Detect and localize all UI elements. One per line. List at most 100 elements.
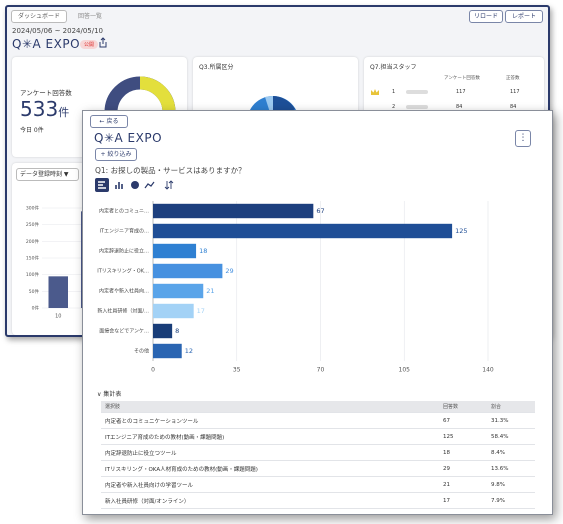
y-tick-label: 200件 xyxy=(26,238,40,245)
table-cell: 9.8% xyxy=(487,476,535,493)
reload-button[interactable]: リロード xyxy=(469,10,503,23)
table-cell: 新入社員研修（対面/オンライン） xyxy=(101,492,439,509)
filter-dropdown[interactable]: データ登録時刻 ▼ xyxy=(16,168,79,181)
date-range: 2024/05/06 ~ 2024/05/10 xyxy=(12,27,104,35)
value-label: 12 xyxy=(185,347,193,355)
table-row: ITリスキリング・OKA人材育成のための教材(動画・課題問題) 29 13.6% xyxy=(101,460,535,477)
table-row: 内定辞退防止に役立つツール 18 8.4% xyxy=(101,444,535,461)
column-header: 正答数 xyxy=(506,76,520,81)
today-count: 今日 0件 xyxy=(20,127,44,134)
question-text: Q1: お探しの製品・サービスはありますか？ xyxy=(95,166,246,175)
summary-table: 選択肢 回答数 割合 内定者とのコミュニケーションツール 67 31.3% ITエンジニア育… xyxy=(101,401,535,509)
header-cell: 回答数 xyxy=(439,401,487,413)
bar-chart: 0 35 70 105 140 内定者とのコミュニ… 67 ITエンジニア育成の… 125 内定辞… xyxy=(97,201,494,374)
table-cell: 58.4% xyxy=(487,428,535,445)
y-tick-label: 0件 xyxy=(32,305,40,312)
table-cell: 18 xyxy=(439,444,487,461)
sort-icon[interactable] xyxy=(164,180,174,190)
y-tick-label: 内定者や新入社員向… xyxy=(99,288,149,295)
question-window: ← 戻る Q✳A EXPO ⋮ + 絞り込み Q1: お探しの製品・サービスはあ… xyxy=(82,110,553,515)
blurred-name xyxy=(406,90,428,94)
table-cell: 125 xyxy=(439,428,487,445)
table-cell: 内定者や新入社員向けの学習ツール xyxy=(101,476,439,493)
bar xyxy=(153,243,197,259)
table-title: 集計表 xyxy=(103,391,122,398)
blurred-name xyxy=(406,105,428,109)
bar xyxy=(153,203,314,219)
value-label: 8 xyxy=(175,327,179,335)
table-cell: 7.9% xyxy=(487,492,535,509)
y-tick-label: 内定者とのコミュニ… xyxy=(99,208,149,215)
y-tick-label: 100件 xyxy=(26,271,40,278)
x-tick-label: 70 xyxy=(317,367,325,374)
y-tick-label: 内定辞退防止に役立… xyxy=(99,248,149,255)
table-cell: 内定辞退防止に役立つツール xyxy=(101,444,439,461)
x-tick-label: 140 xyxy=(482,367,494,374)
bar xyxy=(153,283,204,299)
table-row: 内定者や新入社員向けの学習ツール 21 9.8% xyxy=(101,476,535,493)
table-row: 内定者とのコミュニケーションツール 67 31.3% xyxy=(101,412,535,429)
back-button[interactable]: ← 戻る xyxy=(90,115,128,128)
rank: 2 xyxy=(392,104,396,110)
table-cell: 13.6% xyxy=(487,460,535,477)
bar xyxy=(153,263,223,279)
question-title: Q✳A EXPO xyxy=(94,131,163,145)
share-icon[interactable] xyxy=(98,37,108,48)
card-title: Q7.担当スタッフ xyxy=(370,64,417,71)
header-cell: 選択肢 xyxy=(101,401,439,413)
table-cell: 8.4% xyxy=(487,444,535,461)
bar xyxy=(153,343,182,359)
table-row: 新入社員研修（対面/オンライン） 17 7.9% xyxy=(101,492,535,509)
y-tick-label: 150件 xyxy=(26,255,40,262)
tab[interactable]: ダッシュボード xyxy=(11,10,67,23)
dropdown-label: データ登録時刻 xyxy=(20,171,63,178)
pie-icon[interactable] xyxy=(131,181,139,189)
card-label: アンケート回答数 xyxy=(20,89,72,97)
bar-v-icon[interactable] xyxy=(115,182,123,189)
table-toggle[interactable]: ∨ 集計表 xyxy=(97,391,122,398)
table-row: ITエンジニア育成のための教材(動画・課題問題) 125 58.4% xyxy=(101,428,535,445)
bar xyxy=(153,303,194,319)
line-icon[interactable] xyxy=(144,181,155,189)
rank: 1 xyxy=(392,89,396,95)
crown xyxy=(371,89,379,95)
response-count: 533件 xyxy=(20,97,69,121)
tab[interactable]: 回答一覧 xyxy=(77,13,102,20)
filter-button[interactable]: + 絞り込み xyxy=(95,148,137,161)
back-label: 戻る xyxy=(106,118,119,125)
y-tick-label: ITリスキリング・OK… xyxy=(97,268,149,275)
y-tick-label: 250件 xyxy=(26,221,40,228)
value-label: 125 xyxy=(455,227,467,235)
card-title: Q3.所属区分 xyxy=(199,64,234,71)
table-cell: 21 xyxy=(439,476,487,493)
public-badge: 公開 xyxy=(80,40,99,49)
value-label: 17 xyxy=(197,307,205,315)
chart-type-toolbar xyxy=(95,178,174,192)
y-tick-label: その他 xyxy=(134,348,149,355)
value-label: 29 xyxy=(225,267,233,275)
unit: 件 xyxy=(58,106,70,119)
count: 84 xyxy=(456,104,463,110)
count: 117 xyxy=(456,89,466,95)
menu-button[interactable]: ⋮ xyxy=(515,130,531,147)
table-cell: 31.3% xyxy=(487,412,535,429)
value-label: 21 xyxy=(206,287,214,295)
bar xyxy=(48,276,68,308)
event-title: Q✳A EXPO xyxy=(12,37,81,51)
x-tick-label: 0 xyxy=(151,367,155,374)
table-cell: ITエンジニア育成のための教材(動画・課題問題) xyxy=(101,428,439,445)
table-header: 選択肢 回答数 割合 xyxy=(101,401,535,413)
report-button[interactable]: レポート xyxy=(505,10,543,23)
count: 533 xyxy=(20,97,59,121)
table-cell: 内定者とのコミュニケーションツール xyxy=(101,412,439,429)
bar xyxy=(153,223,453,239)
y-tick-label: ITエンジニア育成の… xyxy=(99,228,149,235)
filter-label: 絞り込み xyxy=(107,151,132,158)
y-tick-label: 新入社員研修（対面/… xyxy=(97,308,149,315)
crown-icon xyxy=(371,89,379,95)
y-tick-label: 50件 xyxy=(29,288,40,295)
value-label: 18 xyxy=(199,247,207,255)
x-tick-label: 10 xyxy=(55,314,61,320)
count: 84 xyxy=(510,104,517,110)
